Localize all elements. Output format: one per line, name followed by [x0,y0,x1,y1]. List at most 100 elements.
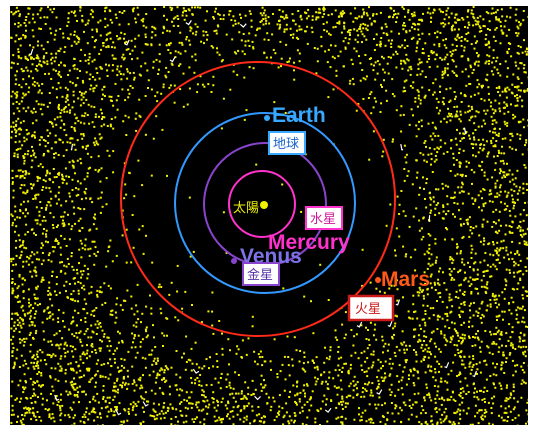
asteroid-dot [409,317,412,320]
asteroid-dot [502,354,505,357]
asteroid-dot [70,367,72,370]
asteroid-dot [373,97,376,100]
asteroid-dot [76,139,79,142]
asteroid-dot [90,156,93,159]
asteroid-dot [161,31,164,34]
asteroid-dot [78,229,81,232]
asteroid-dot [23,407,26,410]
asteroid-dot [48,416,51,418]
asteroid-dot [40,207,43,209]
asteroid-dot [437,292,440,295]
asteroid-dot [484,286,487,289]
asteroid-dot [47,135,50,137]
asteroid-dot [507,173,510,176]
asteroid-dot [65,200,68,203]
asteroid-dot [428,244,431,247]
asteroid-dot [83,208,86,211]
asteroid-dot [17,301,20,303]
asteroid-dot [164,411,167,414]
asteroid-dot [499,168,502,171]
asteroid-dot [445,417,448,420]
asteroid-dot [84,244,87,247]
comet-mark [169,56,176,63]
asteroid-dot [444,69,447,72]
asteroid-dot [484,202,487,205]
asteroid-dot [453,344,456,346]
asteroid-dot [428,33,431,36]
asteroid-dot [83,288,86,291]
asteroid-dot [500,364,503,367]
asteroid-dot [486,264,489,267]
asteroid-dot [340,421,343,424]
asteroid-dot [417,33,420,36]
asteroid-dot [174,416,177,418]
asteroid-dot [139,341,142,344]
asteroid-dot [38,210,41,213]
asteroid-dot [257,353,260,356]
asteroid-dot [445,288,448,291]
asteroid-dot [26,189,29,192]
asteroid-dot [457,422,460,425]
asteroid-dot [358,15,361,18]
asteroid-dot [139,74,142,77]
asteroid-dot [494,40,497,42]
asteroid-dot [117,388,119,391]
asteroid-dot [61,181,64,184]
asteroid-dot [36,82,39,85]
asteroid-dot [27,91,30,94]
asteroid-dot [142,374,144,377]
asteroid-dot [109,18,112,21]
asteroid-dot [96,30,98,33]
asteroid-dot [315,356,318,359]
asteroid-dot [34,266,37,269]
asteroid-dot [508,48,510,51]
asteroid-dot [129,85,132,87]
asteroid-dot [14,283,17,286]
asteroid-dot [26,408,29,410]
asteroid-dot [23,414,26,417]
asteroid-dot [96,326,99,329]
asteroid-dot [495,140,498,142]
asteroid-dot [333,57,336,60]
asteroid-dot [179,52,182,55]
asteroid-dot [437,188,440,191]
asteroid-dot [55,344,58,347]
asteroid-dot [361,369,364,371]
asteroid-dot [293,421,295,424]
asteroid-dot [48,354,51,356]
asteroid-dot [372,130,375,133]
asteroid-dot [489,253,492,256]
asteroid-dot [139,387,142,390]
asteroid-dot [300,210,303,213]
asteroid-dot [392,16,394,19]
asteroid-dot [440,365,443,368]
asteroid-dot [445,9,448,12]
asteroid-dot [380,102,383,105]
asteroid-dot [434,371,437,374]
asteroid-dot [52,416,55,419]
asteroid-dot [497,219,500,222]
asteroid-dot [459,289,462,292]
asteroid-dot [419,102,422,105]
asteroid-dot [457,334,459,337]
asteroid-dot [311,31,314,34]
asteroid-dot [19,147,22,150]
asteroid-dot [99,376,102,378]
asteroid-dot [449,421,452,424]
asteroid-dot [234,371,237,374]
asteroid-dot [322,23,325,25]
asteroid-dot [245,353,248,356]
asteroid-dot [190,406,193,409]
asteroid-dot [83,92,86,95]
asteroid-dot [413,349,415,351]
asteroid-dot [391,39,393,42]
asteroid-dot [55,294,58,296]
asteroid-dot [422,304,425,307]
asteroid-dot [307,361,310,364]
asteroid-dot [448,112,450,115]
asteroid-dot [400,342,403,345]
asteroid-dot [375,100,377,103]
asteroid-dot [423,96,426,99]
asteroid-dot [498,102,501,105]
asteroid-dot [86,22,89,25]
